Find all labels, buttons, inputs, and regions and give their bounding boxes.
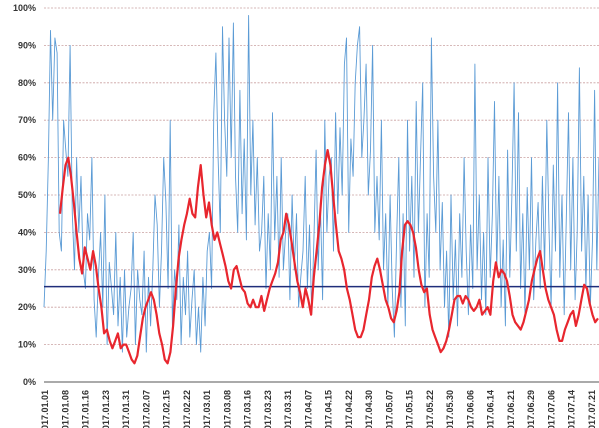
x-tick-label: 2017.03.16: [243, 390, 253, 428]
x-tick-label: 2017.04.15: [324, 390, 334, 428]
y-tick-label: 90%: [18, 40, 36, 50]
y-tick-label: 30%: [18, 265, 36, 275]
x-tick-label: 2017.01.08: [60, 390, 70, 428]
y-tick-label: 80%: [18, 78, 36, 88]
x-tick-label: 2017.05.15: [405, 390, 415, 428]
x-tick-label: 2017.06.29: [526, 390, 536, 428]
x-tick-label: 2017.03.01: [202, 390, 212, 428]
y-axis-tick-labels: 0% 10% 20% 30% 40% 50% 60% 70% 80% 90% 100%: [13, 3, 36, 387]
x-tick-label: 2017.06.14: [486, 390, 496, 428]
x-tick-label: 2017.04.22: [344, 390, 354, 428]
x-tick-label: 2017.01.23: [101, 390, 111, 428]
x-tick-label: 2017.04.30: [364, 390, 374, 428]
x-tick-label: 2017.03.08: [222, 390, 232, 428]
x-tick-label: 2017.04.07: [303, 390, 313, 428]
raw-series-line: [43, 15, 599, 353]
x-tick-label: 2017.02.07: [141, 390, 151, 428]
smoothed-series-line: [58, 149, 599, 365]
x-tick-label: 2017.07.06: [547, 390, 557, 428]
y-tick-label: 100%: [13, 3, 36, 13]
x-tick-label: 2017.07.21: [587, 390, 597, 428]
raw-series: [43, 15, 599, 353]
x-tick-label: 2017.02.22: [182, 390, 192, 428]
x-tick-label: 2017.06.06: [465, 390, 475, 428]
x-tick-label: 2017.02.15: [162, 390, 172, 428]
x-tick-label: 2017.05.30: [445, 390, 455, 428]
x-tick-label: 2017.01.31: [121, 390, 131, 428]
x-tick-label: 2017.06.21: [506, 390, 516, 428]
x-axis-tick-labels: 2017.01.01 2017.01.08 2017.01.16 2017.01.23…: [40, 390, 597, 428]
y-tick-label: 60%: [18, 153, 36, 163]
x-tick-label: 2017.03.31: [283, 390, 293, 428]
y-tick-label: 10%: [18, 340, 36, 350]
x-tick-label: 2017.01.01: [40, 390, 50, 428]
y-tick-label: 70%: [18, 115, 36, 125]
x-tick-label: 2017.05.07: [384, 390, 394, 428]
x-tick-label: 2017.01.16: [81, 390, 91, 428]
smoothed-series: [58, 149, 599, 365]
y-tick-label: 40%: [18, 227, 36, 237]
x-tick-label: 2017.05.22: [425, 390, 435, 428]
y-tick-label: 0%: [23, 377, 36, 387]
y-tick-label: 20%: [18, 302, 36, 312]
y-tick-label: 50%: [18, 190, 36, 200]
x-tick-label: 2017.07.14: [567, 390, 577, 428]
x-tick-label: 2017.03.23: [263, 390, 273, 428]
